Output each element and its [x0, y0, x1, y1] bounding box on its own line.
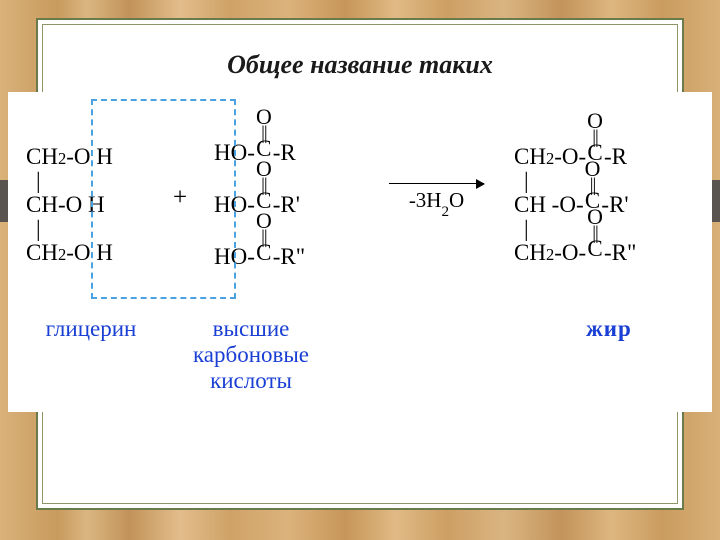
a3-r: R"	[280, 245, 305, 268]
p3-s: 2	[546, 247, 554, 264]
slide-title: Общее название таких	[66, 44, 654, 80]
glycerol-label: глицерин	[26, 316, 156, 394]
bp-suffix: O	[449, 188, 464, 212]
a2-r: R'	[280, 193, 300, 216]
p3-carbonyl: O||C	[587, 208, 603, 260]
glycerol-structure: CH2-O H | CH-O H | CH2-O H	[26, 141, 146, 267]
product-structure: CH2-O-O||C-R | CH -O-O||C-R' | CH2-O-O||…	[514, 141, 694, 267]
p2-carbonyl: O||C	[585, 160, 601, 212]
acids-label-1: высшие	[156, 316, 346, 342]
g-l2-b: H	[88, 193, 105, 216]
a1-ho: HO	[214, 141, 247, 164]
acids-label-3: кислоты	[156, 368, 346, 394]
g-l1-sub: 2	[58, 151, 66, 168]
a2-carbonyl: O||C	[256, 160, 272, 212]
g-l1-a: CH	[26, 145, 58, 168]
g-l3-sub: 2	[58, 247, 66, 264]
a1-carbonyl: O||C	[256, 108, 272, 160]
acids-label-2: карбоновые	[156, 342, 346, 368]
p1-carbonyl: O||C	[587, 112, 603, 164]
reaction-row: CH2-O H | CH-O H | CH2-O H + HO-O||C-R H…	[26, 104, 694, 304]
p3-c: C	[587, 239, 602, 260]
a3-carbonyl: O||C	[256, 212, 272, 264]
p1-s: 2	[546, 151, 554, 168]
p1-oc: -O-	[554, 145, 586, 168]
a1-d1: -	[247, 141, 255, 164]
acids-structure: HO-O||C-R HO-O||C-R' HO-O||C-R"	[214, 137, 359, 271]
p1-r: R	[612, 145, 627, 168]
a1-r: R	[280, 141, 295, 164]
a2-d1: -	[247, 193, 255, 216]
bp-prefix: -3H	[409, 188, 442, 212]
g-l1-b: -O	[66, 145, 90, 168]
a3-d2: -	[273, 245, 281, 268]
p3-oc: -O-	[554, 241, 586, 264]
g-l1-c: H	[96, 145, 113, 168]
labels-row: глицерин высшие карбоновые кислоты жир	[26, 304, 694, 394]
g-l3-c: H	[96, 241, 113, 264]
reaction-arrow: -3H2O	[384, 183, 489, 218]
p3-r: R"	[612, 241, 637, 264]
a3-ho: HO	[214, 245, 247, 268]
fat-label: жир	[524, 316, 694, 394]
a2-ho: HO	[214, 193, 247, 216]
g-l3-a: CH	[26, 241, 58, 264]
p1-a: CH	[514, 145, 546, 168]
g-l3-b: -O	[66, 241, 90, 264]
a1-d2: -	[273, 141, 281, 164]
a3-c: C	[256, 243, 271, 264]
reaction-panel: CH2-O H | CH-O H | CH2-O H + HO-O||C-R H…	[8, 92, 712, 412]
p2-a: CH -O-	[514, 193, 584, 216]
acids-label: высшие карбоновые кислоты	[156, 316, 346, 394]
plus-operator: +	[171, 184, 189, 212]
a2-d2: -	[273, 193, 281, 216]
arrow-line	[389, 183, 484, 185]
p1-d: -	[604, 145, 612, 168]
g-l2-a: CH-O	[26, 193, 82, 216]
bp-sub: 2	[441, 204, 449, 220]
p2-r: R'	[609, 193, 629, 216]
p3-d: -	[604, 241, 612, 264]
arrow-byproduct: -3H2O	[409, 188, 464, 217]
p3-a: CH	[514, 241, 546, 264]
a3-d1: -	[247, 245, 255, 268]
